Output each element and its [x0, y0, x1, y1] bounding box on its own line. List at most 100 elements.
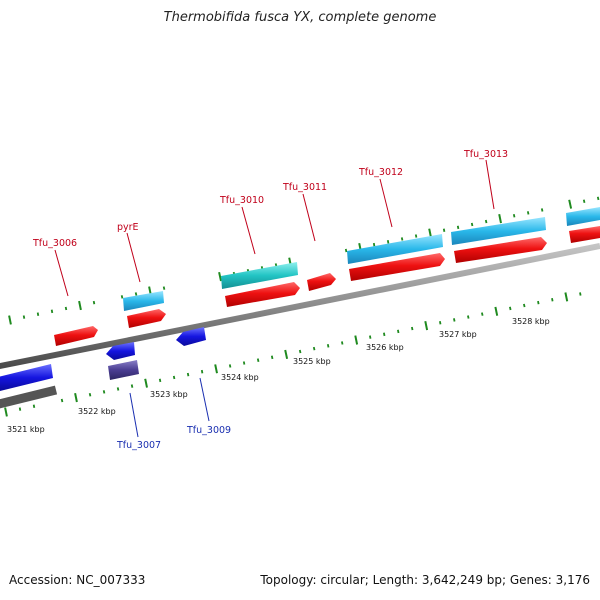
inner-track-minor-tick [509, 306, 512, 311]
cds-tfu-3011-arrow[interactable] [307, 273, 336, 291]
inner-track-minor-tick [116, 387, 120, 391]
inner-track-minor-tick [242, 361, 246, 365]
inner-track-major-tick [4, 407, 8, 417]
gene-label-tfu-3012[interactable]: Tfu_3012 [358, 167, 403, 178]
cds-tfu-3009-arrow[interactable] [176, 327, 206, 346]
kbp-label-3525: 3525 kbp [293, 357, 331, 366]
gene-tfu-3007-bar[interactable] [108, 360, 139, 380]
gene-pyre-bar[interactable] [123, 291, 164, 311]
gene-label-pyre[interactable]: pyrE [117, 222, 139, 233]
kbp-label-3526: 3526 kbp [366, 343, 404, 352]
outer-track-minor-tick [484, 219, 488, 224]
cds-pyre-arrow[interactable] [127, 309, 166, 328]
inner-track-minor-tick [32, 404, 36, 408]
outer-track-major-tick [498, 214, 502, 224]
inner-track-minor-tick [88, 393, 92, 397]
inner-track-minor-tick [326, 344, 330, 348]
kbp-label-3527: 3527 kbp [439, 330, 477, 339]
leader-line-pyre [126, 232, 141, 283]
cds-tfu-3007-arrow[interactable] [106, 342, 135, 360]
leader-line-tfu-3011 [302, 193, 316, 242]
gene-next-bar[interactable] [566, 207, 600, 226]
cds-left-edge-arrow[interactable] [0, 364, 53, 391]
cds-tfu-3010-arrow[interactable] [225, 282, 300, 307]
outer-track-minor-tick [50, 309, 54, 314]
kbp-label-3523: 3523 kbp [150, 390, 188, 399]
kbp-label-3528: 3528 kbp [512, 317, 550, 326]
inner-track-minor-tick [172, 375, 176, 380]
gene-tfu-3012-bar[interactable] [347, 234, 443, 264]
outer-track-minor-tick [92, 300, 96, 305]
outer-track-minor-tick [36, 312, 40, 316]
inner-track-minor-tick [439, 321, 442, 325]
inner-track-minor-tick [411, 326, 414, 331]
gene-label-tfu-3011[interactable]: Tfu_3011 [282, 182, 327, 193]
outer-track-major-tick [78, 300, 82, 311]
leader-line-tfu-3012 [379, 178, 393, 228]
leader-line-tfu-3013 [485, 159, 495, 210]
cds-next-arrow[interactable] [569, 226, 600, 243]
genome-backbone [0, 243, 600, 370]
topology-text: Topology: circular; Length: 3,642,249 bp… [260, 573, 590, 587]
inner-track-minor-tick [158, 378, 162, 383]
outer-track-minor-tick [22, 315, 26, 319]
inner-track-minor-tick [298, 349, 302, 354]
inner-track-major-tick [284, 349, 289, 360]
gene-label-tfu-3013[interactable]: Tfu_3013 [463, 149, 508, 160]
inner-track-major-tick [424, 321, 429, 331]
genome-backbone-dark-segment [0, 385, 58, 409]
kbp-label-3522: 3522 kbp [78, 407, 116, 416]
gene-label-tfu-3009[interactable]: Tfu_3009 [186, 425, 231, 436]
outer-track-minor-tick [64, 306, 68, 311]
outer-track-minor-tick [120, 295, 124, 299]
cds-tfu-3013-arrow[interactable] [454, 237, 547, 263]
cds-tfu-3012-arrow[interactable] [349, 253, 445, 281]
outer-track-minor-tick [540, 208, 544, 212]
inner-track-major-tick [494, 306, 499, 316]
inner-track-minor-tick [60, 398, 64, 403]
leader-line-tfu-3006 [54, 249, 69, 297]
inner-track-minor-tick [481, 312, 484, 316]
forward-tick-track [8, 196, 600, 325]
inner-track-minor-tick [200, 369, 204, 374]
inner-track-minor-tick [102, 390, 106, 394]
outer-track-minor-tick [456, 225, 460, 230]
inner-track-minor-tick [228, 364, 232, 368]
inner-track-minor-tick [537, 300, 540, 305]
inner-track-minor-tick [130, 384, 134, 388]
cds-tfu-3006-arrow[interactable] [54, 326, 98, 346]
inner-track-minor-tick [270, 355, 274, 360]
inner-track-major-tick [354, 335, 359, 345]
outer-track-minor-tick [526, 211, 530, 215]
reverse-tick-track [4, 292, 582, 417]
inner-track-minor-tick [397, 329, 400, 334]
kbp-label-3524: 3524 kbp [221, 373, 259, 382]
inner-track-minor-tick [383, 332, 386, 337]
outer-track-minor-tick [414, 234, 418, 238]
kbp-label-3521: 3521 kbp [7, 425, 45, 434]
inner-track-minor-tick [551, 298, 554, 302]
inner-track-minor-tick [341, 341, 344, 345]
inner-track-minor-tick [467, 315, 470, 319]
gene-label-tfu-3006[interactable]: Tfu_3006 [32, 238, 77, 249]
inner-track-minor-tick [18, 407, 22, 411]
inner-track-major-tick [214, 364, 218, 374]
inner-track-major-tick [564, 292, 569, 302]
accession-text: Accession: NC_007333 [9, 573, 146, 587]
outer-track-minor-tick [134, 292, 138, 296]
gene-label-tfu-3010[interactable]: Tfu_3010 [219, 195, 264, 206]
outer-track-minor-tick [512, 214, 516, 218]
inner-track-major-tick [144, 378, 148, 388]
gene-tfu-3010-bar[interactable] [221, 262, 298, 289]
inner-track-minor-tick [523, 303, 526, 308]
outer-track-minor-tick [162, 286, 166, 290]
gene-label-tfu-3007[interactable]: Tfu_3007 [116, 440, 161, 451]
outer-track-minor-tick [344, 248, 348, 253]
outer-track-major-tick [568, 199, 573, 209]
inner-track-minor-tick [579, 292, 582, 296]
leader-line-tfu-3009 [199, 377, 210, 422]
inner-track-major-tick [74, 392, 78, 403]
outer-track-minor-tick [582, 199, 586, 203]
gene-tfu-3013-bar[interactable] [451, 217, 546, 245]
